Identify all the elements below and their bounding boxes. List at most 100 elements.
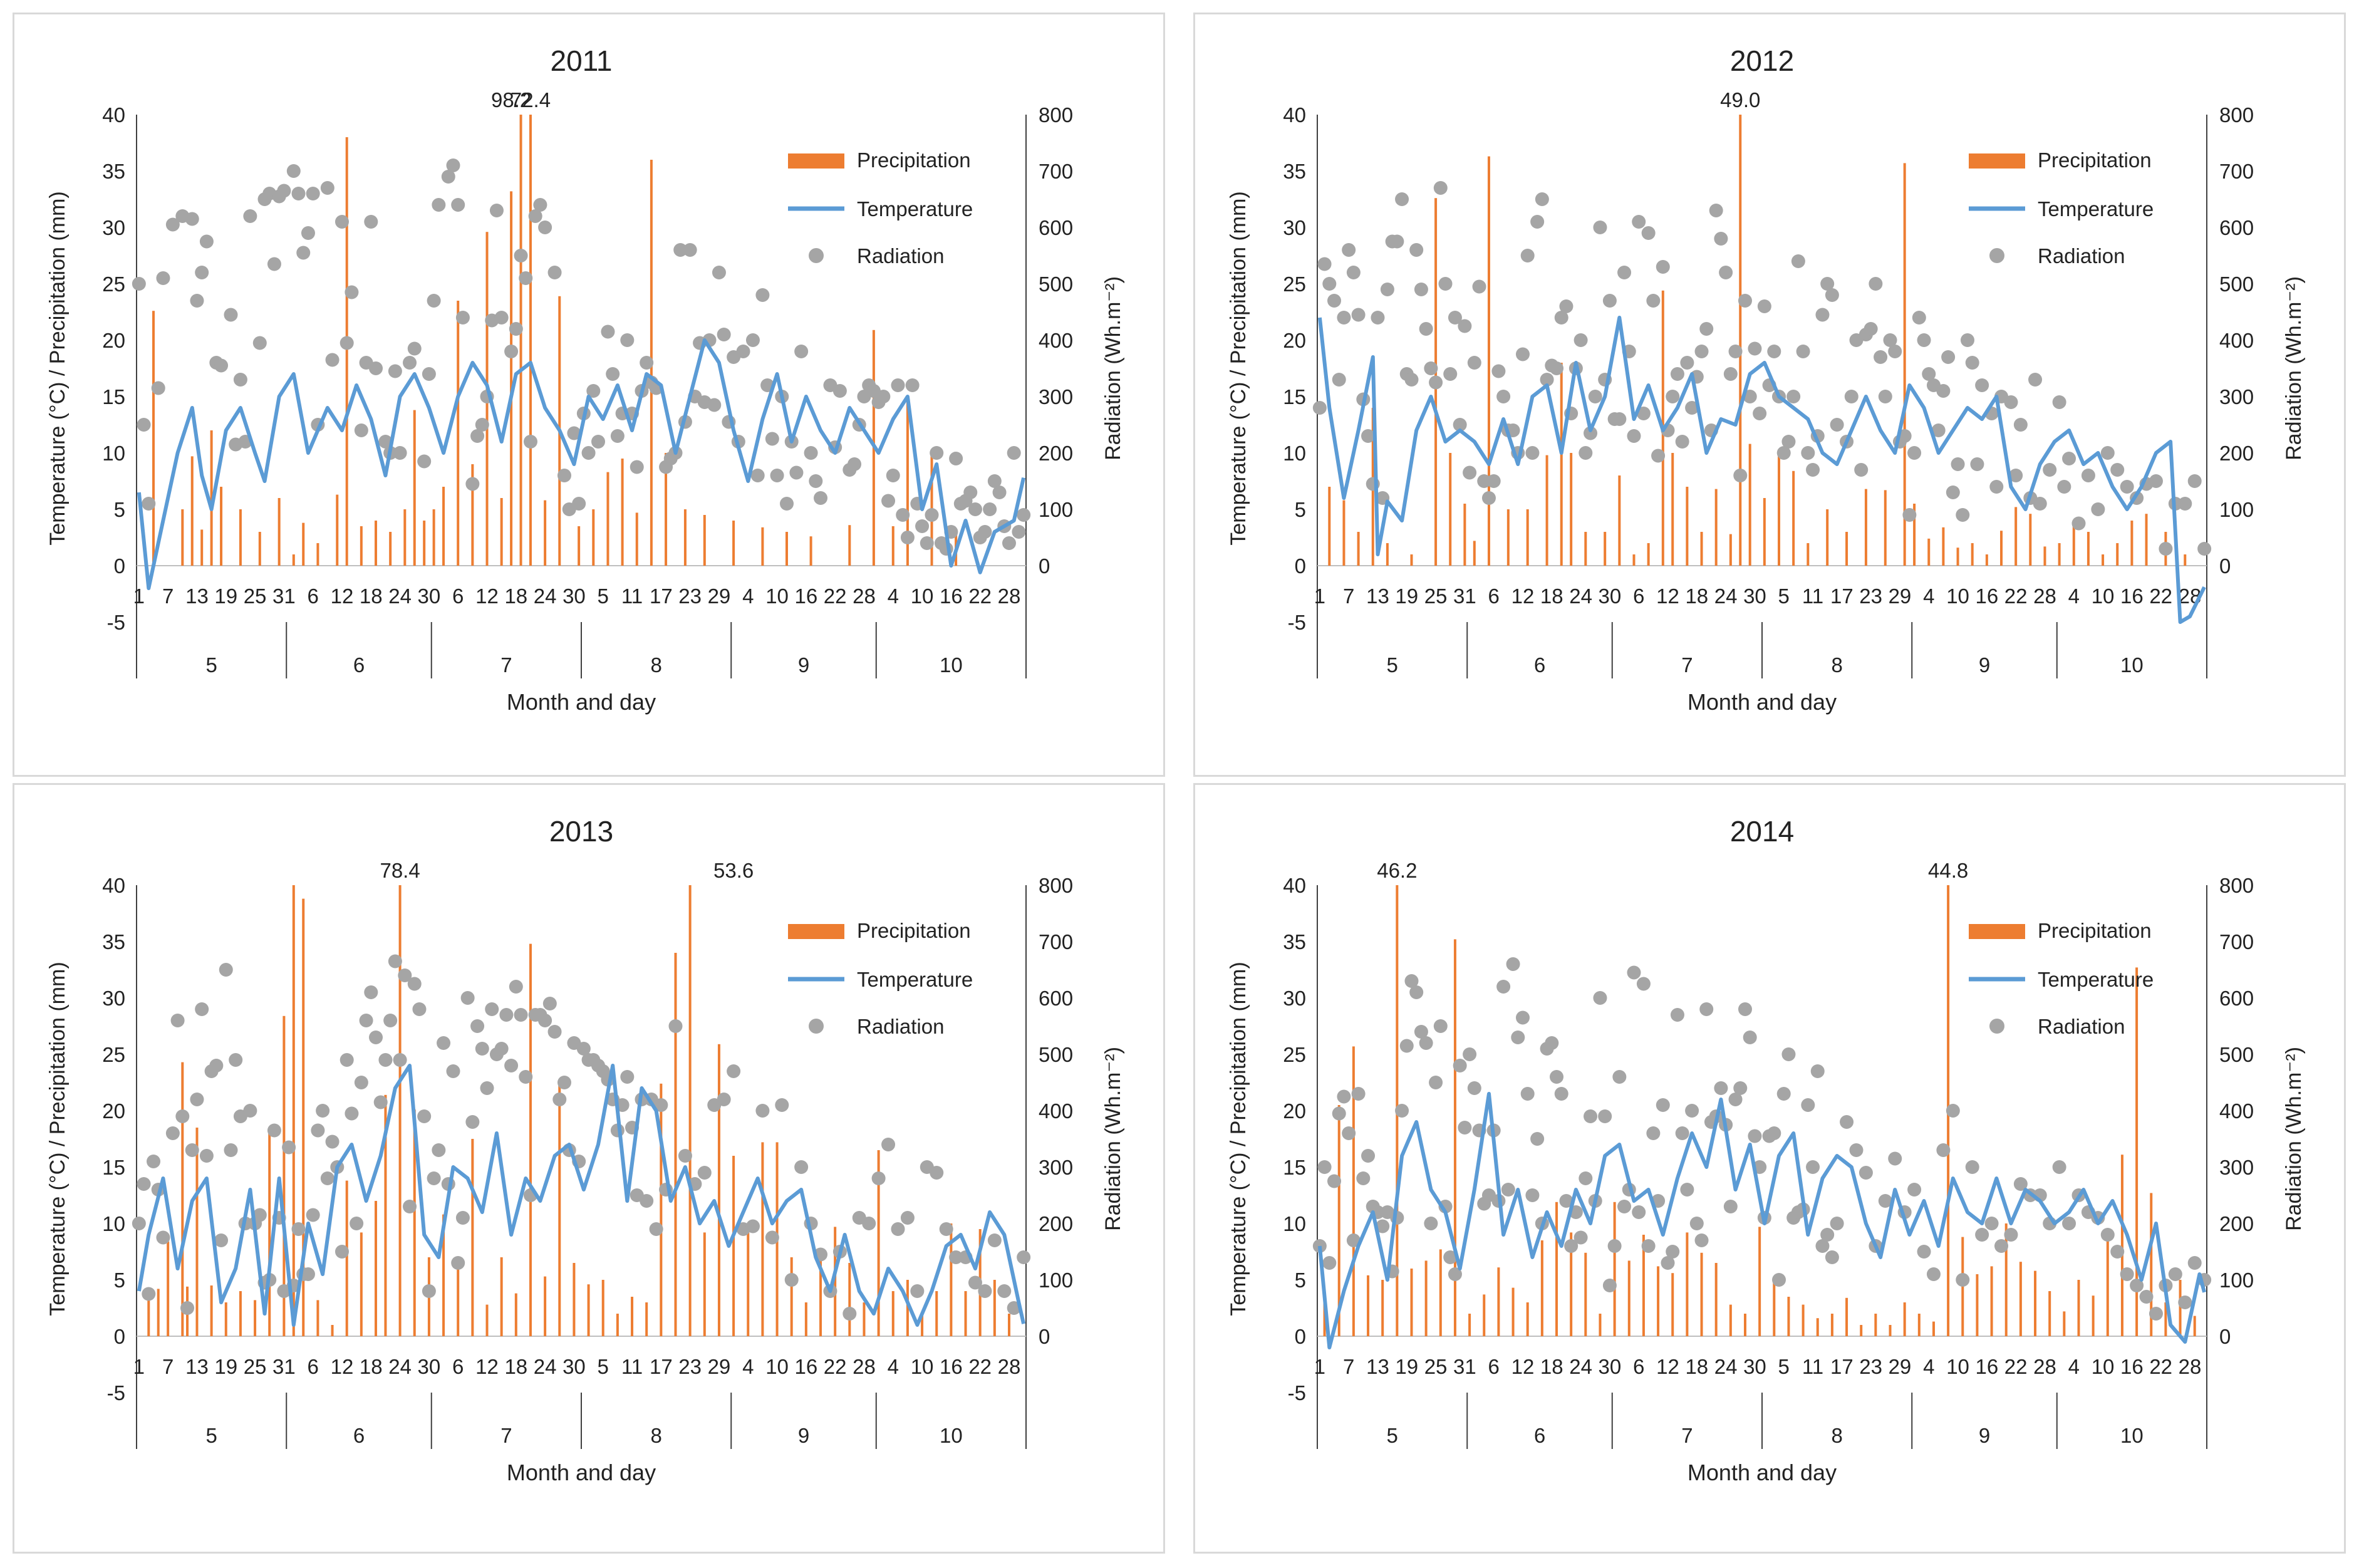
temperature-line [1317, 316, 2206, 624]
precipitation-bar [1386, 543, 1389, 566]
y-left-tick-label: 35 [1283, 930, 1306, 953]
radiation-point [1936, 1143, 1951, 1157]
radiation-point [1723, 1200, 1738, 1213]
radiation-point [1429, 375, 1443, 390]
radiation-point [209, 1059, 224, 1072]
radiation-point [745, 1219, 760, 1233]
day-tick-label: 23 [1859, 1355, 1882, 1378]
radiation-point [485, 1002, 499, 1016]
day-tick-label: 10 [765, 584, 789, 608]
radiation-point [1409, 243, 1424, 257]
y-left-tick-label: 5 [1295, 1269, 1306, 1292]
y-left-tick-label: 25 [1283, 1043, 1306, 1066]
radiation-point [1989, 480, 2004, 494]
day-tick-label: 12 [1511, 584, 1535, 608]
y-left-axis-title: Temperature (°C) / Precipitation (mm) [1226, 191, 1250, 545]
radiation-point [1907, 446, 1922, 460]
radiation-point [1753, 407, 1767, 420]
month-label: 9 [798, 1424, 809, 1447]
radiation-point [132, 1217, 146, 1230]
radiation-point [567, 426, 581, 440]
radiation-point [1636, 977, 1651, 991]
radiation-point [1612, 412, 1627, 426]
radiation-point [1443, 367, 1458, 381]
precipitation-bar [703, 515, 706, 566]
radiation-point [1926, 1267, 1941, 1281]
radiation-point [291, 1222, 306, 1236]
y-right-tick-label: 400 [1039, 1099, 1073, 1123]
y-right-tick-label: 700 [1039, 930, 1073, 953]
y-right-tick-label: 400 [1039, 329, 1073, 352]
radiation-point [620, 333, 635, 347]
radiation-point [185, 212, 199, 226]
precipitation-bar [703, 1232, 706, 1336]
precipitation-bar [1743, 1314, 1746, 1336]
radiation-point [137, 418, 151, 432]
y-right-tick-label: 400 [2219, 1099, 2254, 1123]
radiation-point [1675, 435, 1689, 449]
radiation-point [1399, 1039, 1414, 1053]
day-tick-label: 28 [2179, 1355, 2202, 1378]
month-label: 9 [1979, 653, 1990, 677]
day-tick-label: 16 [1975, 584, 1998, 608]
radiation-point [2197, 542, 2212, 556]
radiation-point [1984, 1217, 1999, 1230]
chart-panel-2013: 2013 -5 0 5 10 15 20 25 30 35 40 0 100 200 300 400 500 60… [13, 783, 1165, 1554]
precipitation-bar [544, 1276, 547, 1336]
radiation-point [132, 277, 146, 291]
radiation-point [1627, 965, 1641, 980]
month-label: 6 [353, 1424, 365, 1447]
day-tick-label: 29 [1889, 1355, 1912, 1378]
radiation-point [1728, 1093, 1743, 1106]
precipitation-bar [1632, 554, 1636, 566]
day-tick-label: 11 [621, 584, 643, 608]
day-tick-label: 10 [911, 584, 934, 608]
radiation-point [2139, 1290, 2154, 1304]
day-tick-label: 6 [1633, 1355, 1644, 1378]
y-left-tick-label: 5 [1295, 498, 1306, 521]
radiation-point [1636, 407, 1651, 420]
radiation-point [610, 429, 625, 443]
radiation-point [2130, 1279, 2144, 1292]
day-tick-label: 30 [563, 584, 586, 608]
y-left-axis-title: Temperature (°C) / Precipitation (mm) [46, 962, 70, 1316]
radiation-point [1627, 429, 1641, 443]
radiation-point [1728, 345, 1743, 358]
chart-panel-2011: 2011 -5 0 5 10 15 20 25 30 35 40 0 100 200 300 400 500 60… [13, 13, 1165, 777]
precipitation-bar [1845, 532, 1848, 566]
radiation-point [2081, 469, 2095, 482]
y-right-tick-label: 200 [2219, 442, 2254, 465]
radiation-point [1472, 279, 1486, 294]
precipitation-bar [283, 1015, 286, 1336]
radiation-point [514, 1008, 528, 1022]
radiation-point [1994, 1239, 2009, 1253]
radiation-point [1376, 1219, 1390, 1233]
day-tick-label: 18 [504, 1355, 527, 1378]
precipitation-bar [2072, 521, 2075, 566]
radiation-point [1641, 1239, 1656, 1253]
y-right-tick-label: 300 [1039, 1156, 1073, 1179]
radiation-point [1869, 277, 1883, 291]
day-tick-label: 12 [1511, 1355, 1535, 1378]
radiation-point [509, 980, 523, 994]
radiation-point [470, 1019, 485, 1033]
radiation-point [1602, 294, 1617, 308]
radiation-point [277, 184, 291, 198]
radiation-point [1694, 345, 1709, 358]
y-right-axis-title: Radiation (Wh.m⁻²) [2282, 1047, 2306, 1231]
day-tick-label: 1 [133, 1355, 145, 1378]
y-right-tick-label: 500 [1039, 273, 1073, 296]
radiation-point [1346, 266, 1361, 279]
radiation-point [1815, 1239, 1830, 1253]
precipitation-bar [190, 456, 194, 566]
day-tick-label: 10 [1946, 584, 1969, 608]
radiation-point [460, 991, 475, 1005]
radiation-point [1651, 449, 1666, 463]
radiation-point [233, 373, 247, 387]
day-tick-label: 1 [133, 584, 145, 608]
precipitation-bar [1424, 1260, 1428, 1336]
radiation-point [170, 1014, 185, 1027]
radiation-point [1632, 1205, 1646, 1219]
day-tick-label: 30 [418, 1355, 441, 1378]
y-left-tick-label: 0 [1295, 1325, 1306, 1348]
